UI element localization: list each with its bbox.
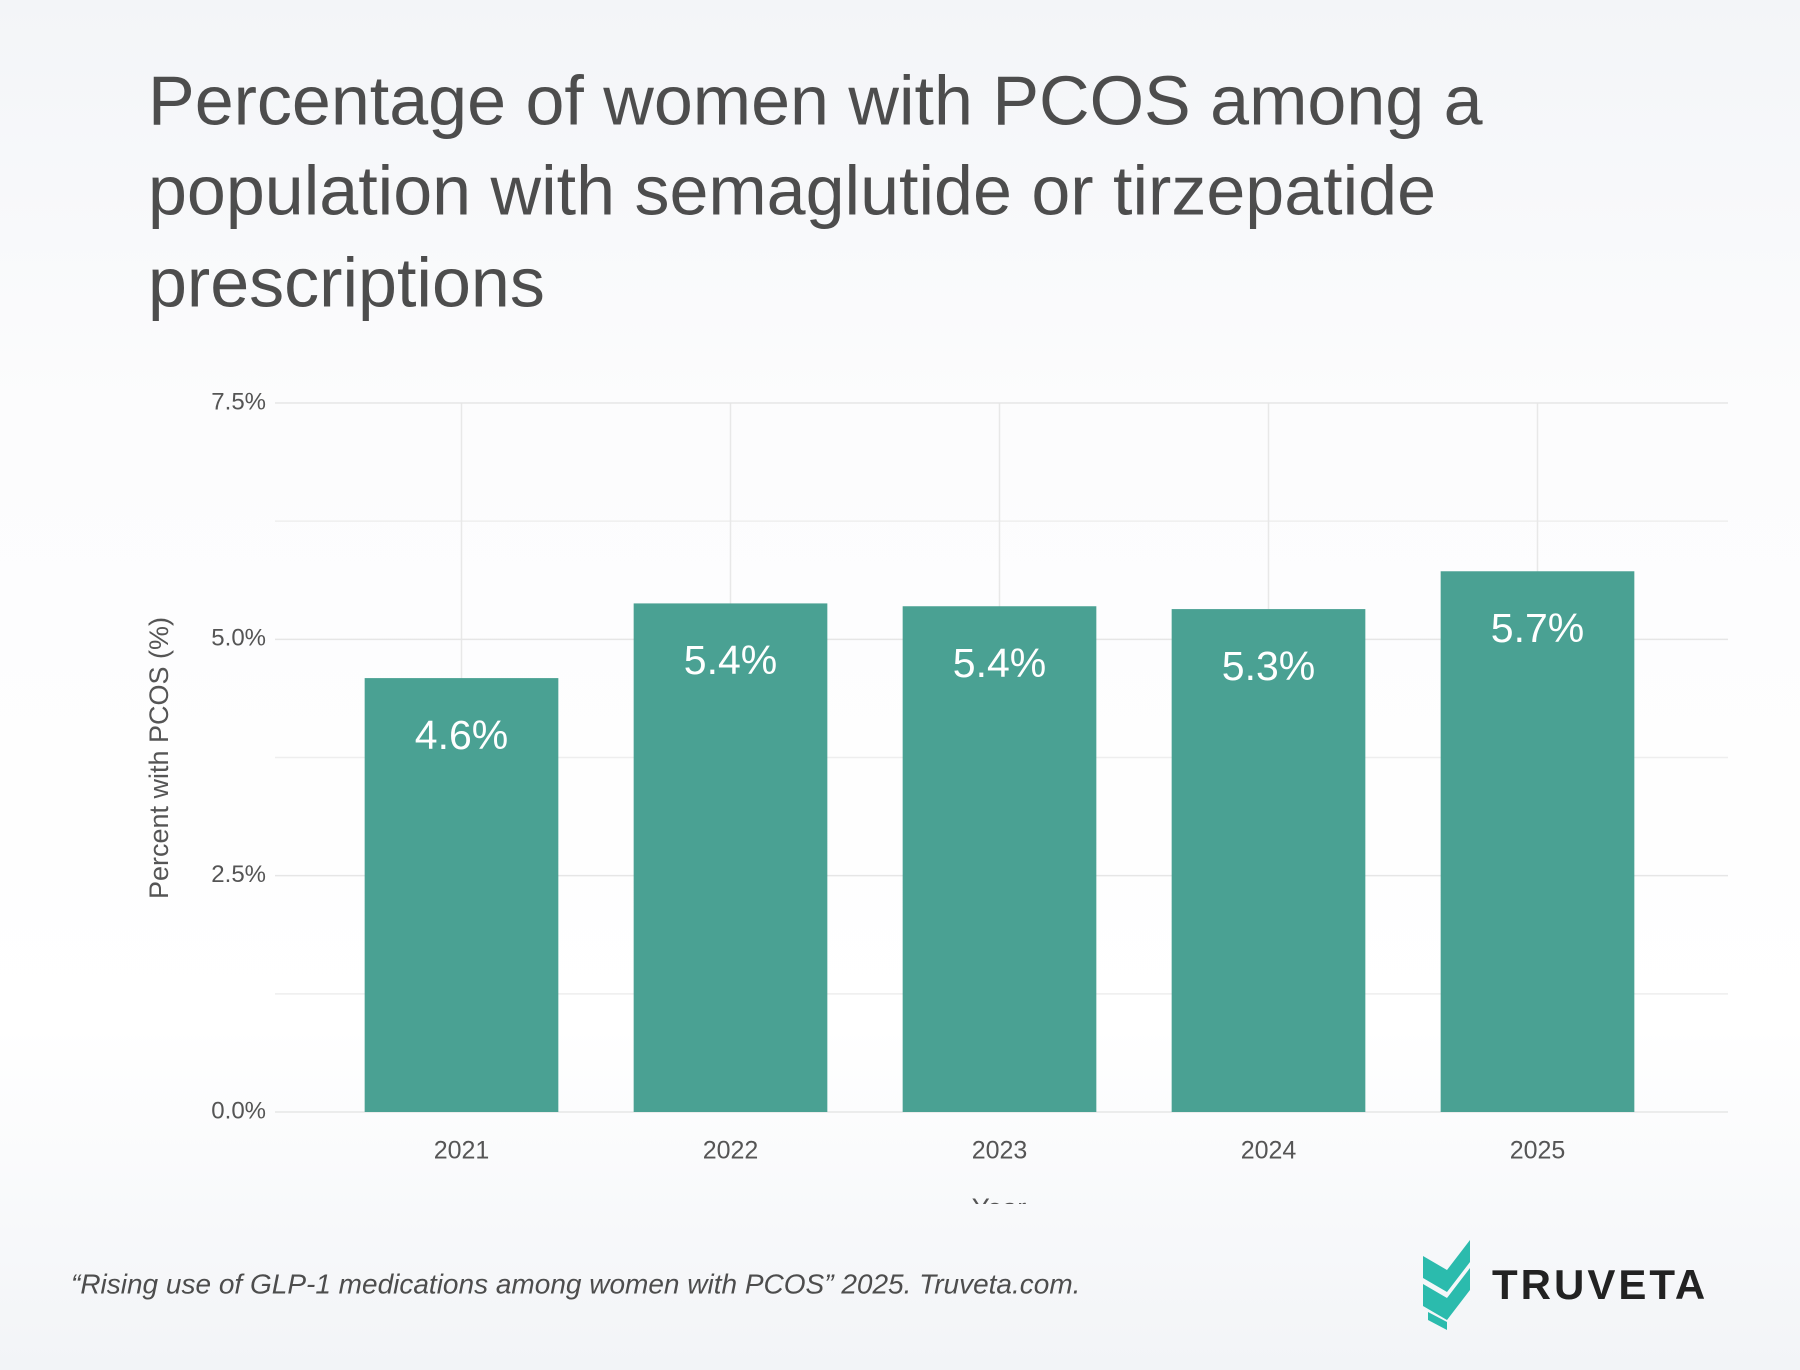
x-tick-label: 2023 [972,1137,1028,1165]
value-label: 5.4% [953,640,1046,686]
logo: TRUVETA [1423,1240,1708,1330]
plot: 0.0% 2.5% 5.0% 7.5% 4.6% 2021 5.4% 2022 5.4% 2023… [211,388,1728,1165]
x-tick-label: 2021 [434,1137,490,1165]
bar [1440,571,1635,1112]
bar [364,678,559,1112]
title-line: Percentage of women with PCOS among a [148,61,1483,139]
x-tick-label: 2024 [1241,1137,1297,1165]
value-label: 4.6% [415,712,508,758]
y-tick-label: 0.0% [211,1097,266,1124]
bar [633,603,828,1112]
y-axis-title: Percent with PCOS (%) [144,617,174,899]
bar [1171,609,1366,1112]
x-axis-title: Year [972,1193,1027,1223]
logo-icon [1423,1240,1470,1330]
value-label: 5.3% [1222,643,1315,689]
y-tick-label: 5.0% [211,625,266,652]
x-tick-label: 2025 [1510,1137,1566,1165]
title-line: population with semaglutide or tirzepati… [148,151,1436,229]
value-label: 5.4% [684,637,777,683]
x-tick-label: 2022 [703,1137,759,1165]
title: Percentage of women with PCOS among a po… [148,61,1483,321]
title-line: prescriptions [148,243,545,321]
value-label: 5.7% [1491,605,1584,651]
brand: TRUVETA [1492,1261,1708,1308]
citation: “Rising use of GLP-1 medications among w… [71,1268,1080,1299]
y-tick-label: 7.5% [211,388,266,415]
bar [902,606,1097,1112]
y-tick-label: 2.5% [211,861,266,888]
